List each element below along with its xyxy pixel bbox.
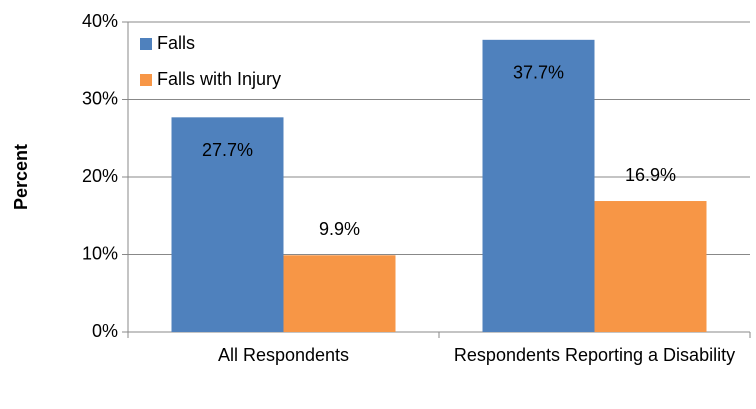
data-label: 16.9%: [625, 165, 676, 185]
y-axis-label: Percent: [11, 144, 31, 210]
x-tick-label: All Respondents: [217, 345, 350, 365]
y-tick-label: 0%: [92, 321, 118, 341]
data-label: 37.7%: [513, 63, 564, 83]
y-tick-label: 10%: [82, 243, 118, 263]
legend-label: Falls with Injury: [157, 69, 281, 89]
y-tick-label: 20%: [82, 166, 118, 186]
bar: [482, 39, 595, 332]
y-tick-label: 40%: [82, 11, 118, 31]
legend-swatch: [140, 74, 152, 86]
x-tick-label: Respondents Reporting a Disability: [453, 345, 736, 365]
data-label: 9.9%: [319, 219, 360, 239]
bar: [283, 255, 396, 332]
y-tick-label: 30%: [82, 88, 118, 108]
data-label: 27.7%: [202, 140, 253, 160]
legend-swatch: [140, 38, 152, 50]
legend-label: Falls: [157, 33, 195, 53]
bar: [594, 201, 707, 332]
bar: [171, 117, 284, 332]
